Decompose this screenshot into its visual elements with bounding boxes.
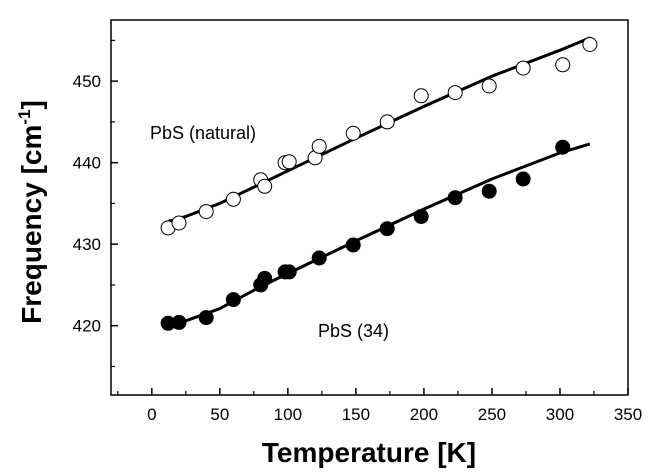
x-tick-label: 100 <box>274 405 302 424</box>
y-axis-title-close: ] <box>16 100 47 109</box>
point-natural <box>225 191 241 207</box>
point-natural <box>345 125 361 141</box>
point-34 <box>413 209 429 224</box>
point-natural <box>281 154 297 170</box>
y-axis-title-main: Frequency [cm <box>16 125 47 324</box>
point-34 <box>171 314 187 330</box>
point-34 <box>345 237 361 253</box>
annotation-34: PbS (34) <box>318 321 389 341</box>
x-tick-label: 0 <box>147 405 156 424</box>
point-natural <box>198 204 214 220</box>
point-34 <box>379 221 395 237</box>
y-tick-label: 430 <box>73 235 101 254</box>
x-tick-label: 350 <box>614 405 642 424</box>
point-natural <box>515 60 531 76</box>
x-axis-title: Temperature [K] <box>262 437 476 468</box>
point-natural <box>481 78 497 94</box>
y-axis-title-sup: -1 <box>15 110 34 125</box>
point-34 <box>281 264 297 280</box>
x-tick-label: 200 <box>410 405 438 424</box>
point-natural <box>555 57 571 73</box>
point-natural <box>582 37 598 52</box>
x-tick-label: 50 <box>210 405 229 424</box>
point-34 <box>225 292 241 308</box>
point-34 <box>198 310 214 326</box>
point-natural <box>379 114 395 130</box>
y-axis-title: Frequency [cm-1] <box>15 100 47 324</box>
y-tick-label: 420 <box>73 317 101 336</box>
point-34 <box>257 270 273 286</box>
point-34 <box>515 171 531 187</box>
point-34 <box>311 250 327 266</box>
axis-ticks: 0 50 100 150 200 250 300 350 420 430 440 450 <box>73 39 642 424</box>
point-34 <box>481 183 497 199</box>
point-natural <box>447 85 463 101</box>
point-34 <box>555 139 571 155</box>
x-tick-label: 150 <box>342 405 370 424</box>
point-natural <box>311 138 327 154</box>
point-34 <box>447 190 463 206</box>
x-tick-label: 300 <box>546 405 574 424</box>
y-tick-label: 440 <box>73 154 101 173</box>
y-tick-label: 450 <box>73 72 101 91</box>
point-natural <box>413 88 429 104</box>
point-natural <box>257 178 273 194</box>
data-markers <box>160 37 598 331</box>
annotation-natural: PbS (natural) <box>150 123 256 143</box>
point-natural <box>171 215 187 231</box>
x-tick-label: 250 <box>478 405 506 424</box>
plot-frame <box>110 19 629 396</box>
